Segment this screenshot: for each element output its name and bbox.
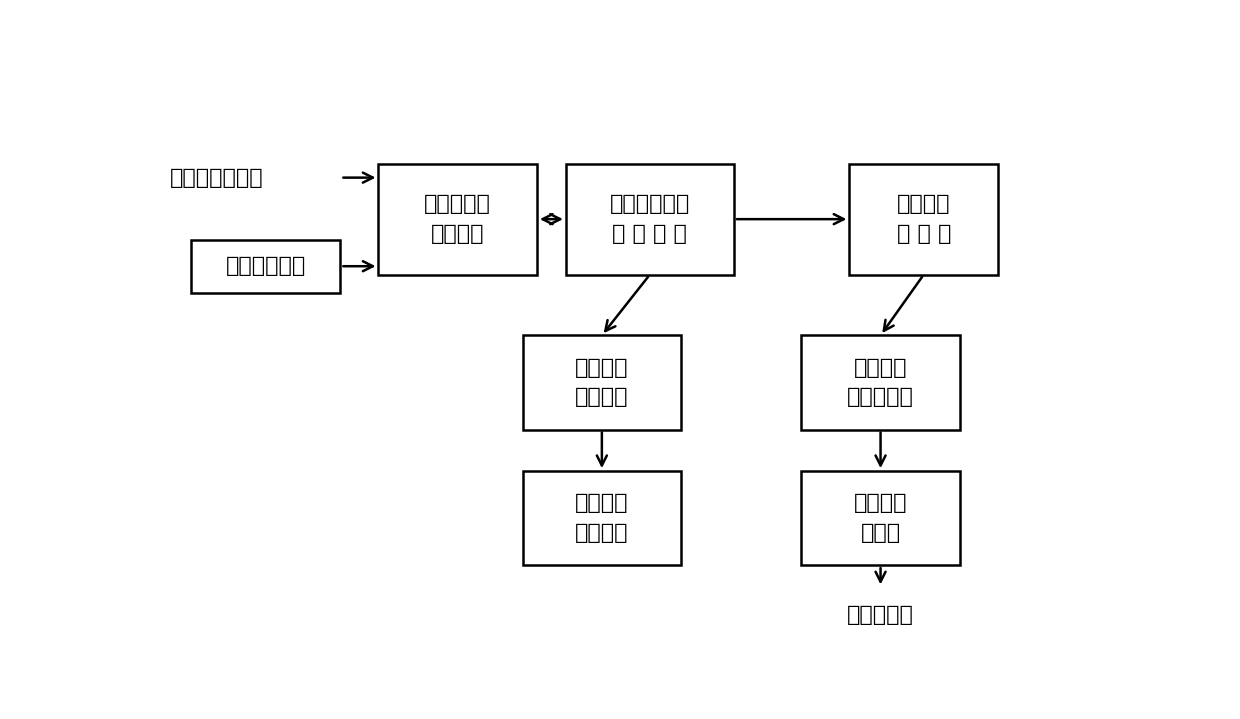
Text: 继电感应
启 动 器: 继电感应 启 动 器: [897, 194, 951, 244]
Text: 恒压恒流
感应处理: 恒压恒流 感应处理: [575, 357, 629, 407]
Text: 电压电流
补偿器: 电压电流 补偿器: [854, 493, 908, 543]
Bar: [849, 164, 998, 275]
Text: 预防反充过
载保护器: 预防反充过 载保护器: [424, 194, 491, 244]
Bar: [522, 471, 681, 565]
Text: 转速监测
感应继电: 转速监测 感应继电: [575, 493, 629, 543]
Bar: [191, 240, 340, 293]
Bar: [801, 335, 960, 429]
Bar: [801, 471, 960, 565]
Bar: [522, 335, 681, 429]
Text: 电压电流
电量监测器: 电压电流 电量监测器: [847, 357, 914, 407]
Text: 电池组充电: 电池组充电: [847, 605, 914, 625]
Bar: [378, 164, 537, 275]
Text: 充电集成电路
控 制 分 流: 充电集成电路 控 制 分 流: [610, 194, 689, 244]
Bar: [565, 164, 734, 275]
Text: 红外感应探头: 红外感应探头: [226, 256, 305, 276]
Text: 直流发电机输出: 直流发电机输出: [170, 168, 263, 188]
